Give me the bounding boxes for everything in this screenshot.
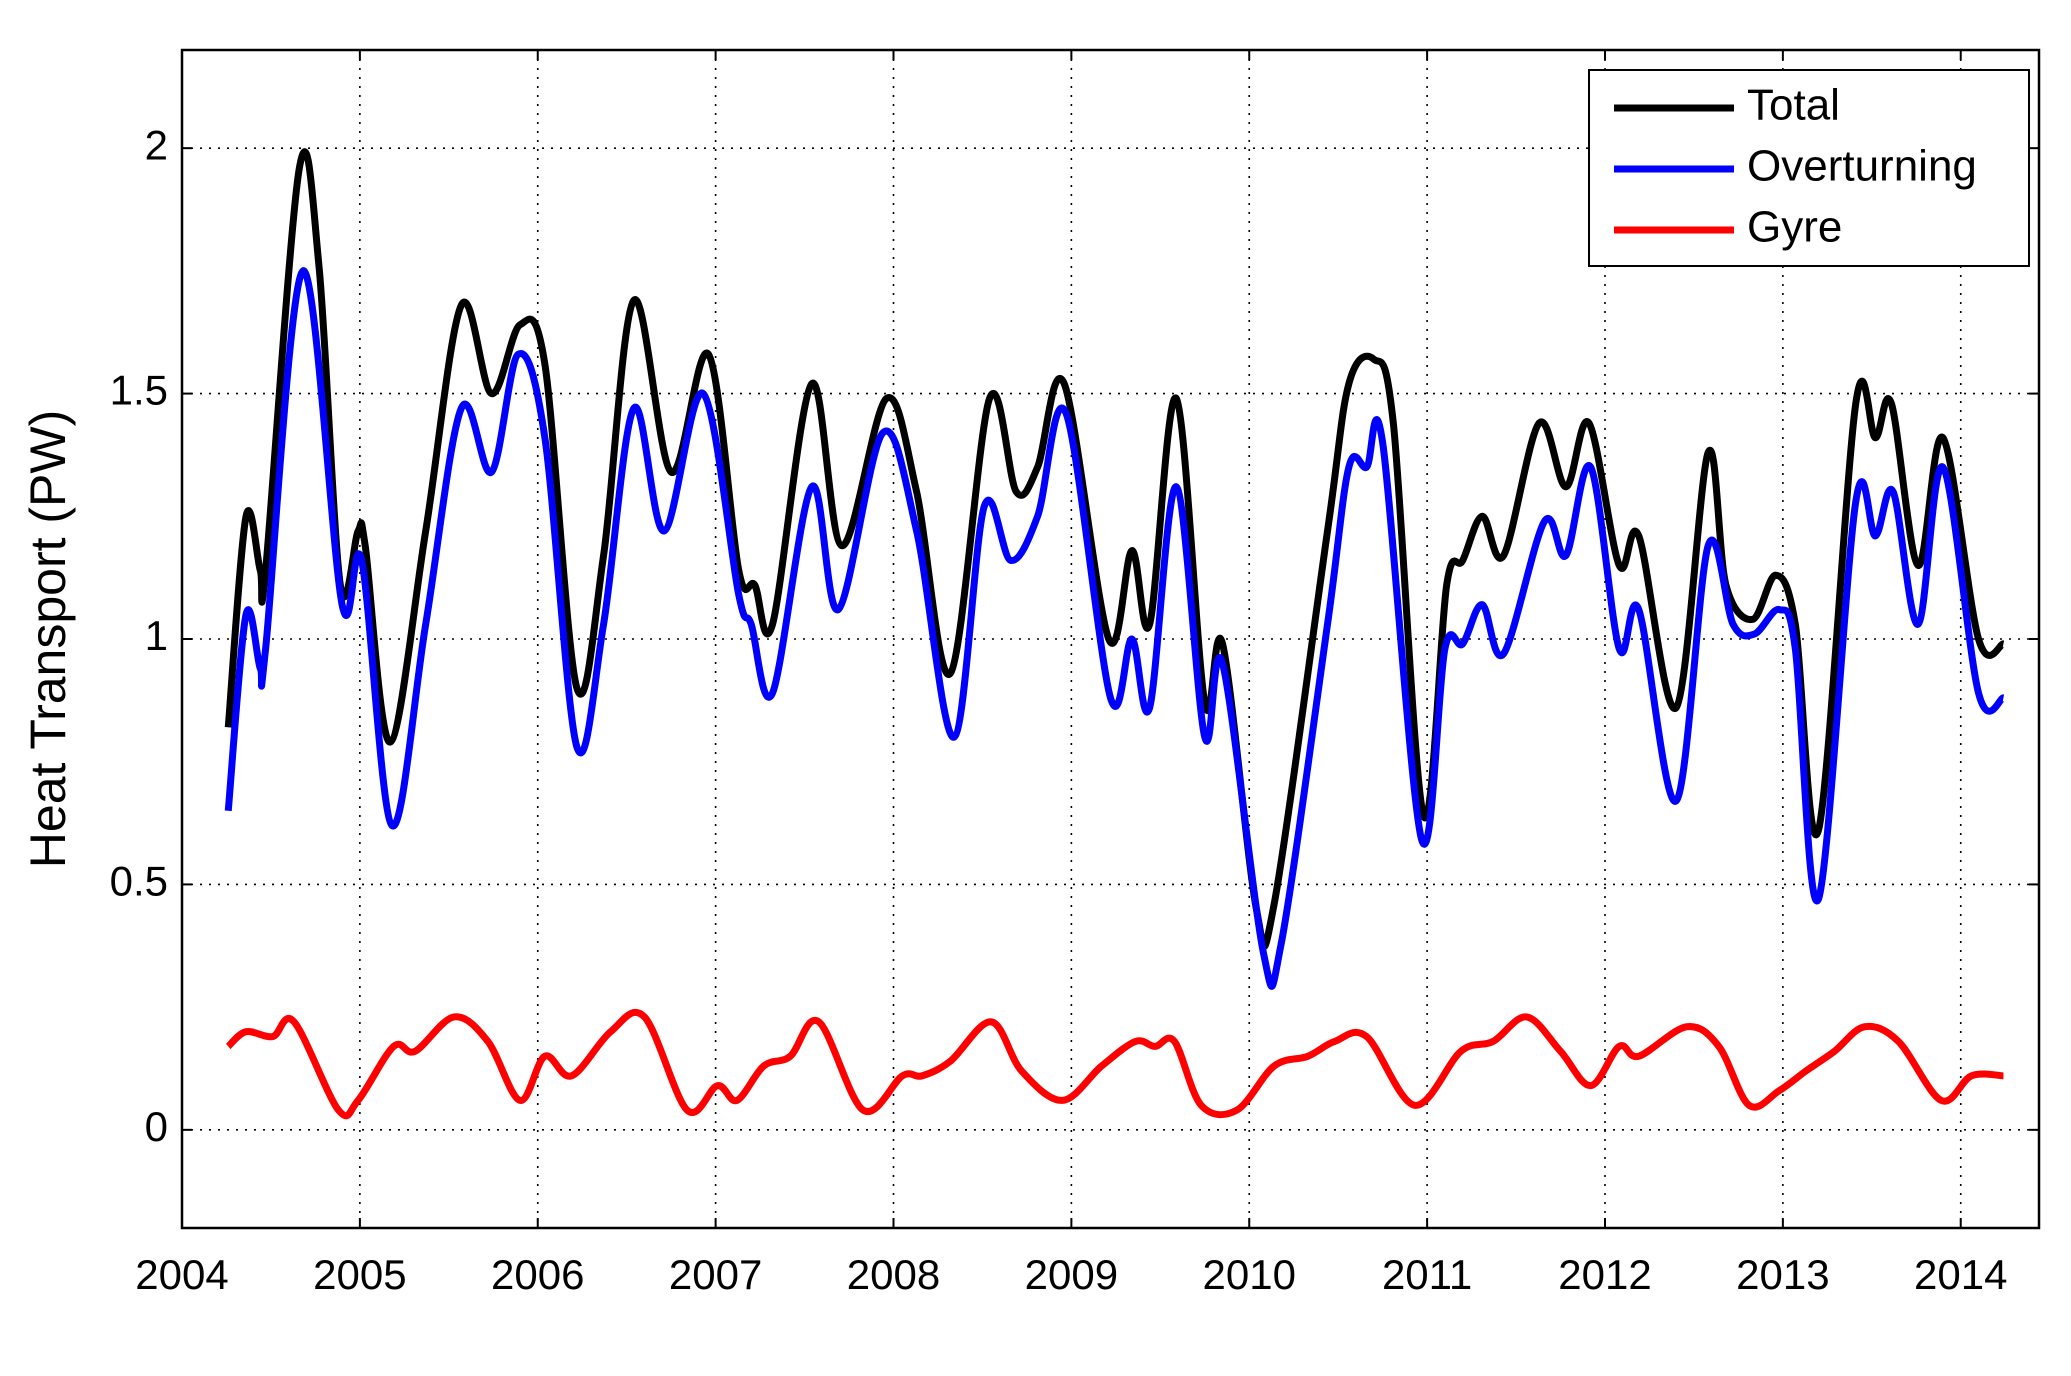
legend-label: Overturning	[1747, 142, 1977, 191]
x-tick-label: 2005	[313, 1251, 406, 1298]
y-tick-label: 0.5	[110, 858, 168, 905]
y-tick-label: 1.5	[110, 367, 168, 414]
plot-frame	[180, 48, 2041, 1230]
x-tick-label: 2007	[669, 1251, 762, 1298]
x-tick-label: 2009	[1025, 1251, 1118, 1298]
y-tick-label: 1	[145, 612, 168, 659]
series-line	[225, 1008, 2004, 1120]
series-line	[224, 148, 2005, 950]
series-line	[224, 267, 2007, 990]
y-axis-label: Heat Transport (PW)	[20, 410, 76, 868]
x-tick-label: 2010	[1203, 1251, 1296, 1298]
legend-label: Gyre	[1747, 203, 1842, 252]
x-tick-label: 2011	[1382, 1251, 1472, 1298]
x-tick-label: 2014	[1914, 1251, 2007, 1298]
legend-label: Total	[1747, 81, 1840, 130]
y-tick-label: 2	[145, 121, 168, 168]
x-tick-label: 2012	[1558, 1251, 1651, 1298]
x-tick-label: 2013	[1736, 1251, 1829, 1298]
y-tick-label: 0	[145, 1103, 168, 1150]
x-tick-label: 2008	[847, 1251, 940, 1298]
x-tick-label: 2006	[491, 1251, 584, 1298]
x-tick-label: 2004	[135, 1251, 228, 1298]
